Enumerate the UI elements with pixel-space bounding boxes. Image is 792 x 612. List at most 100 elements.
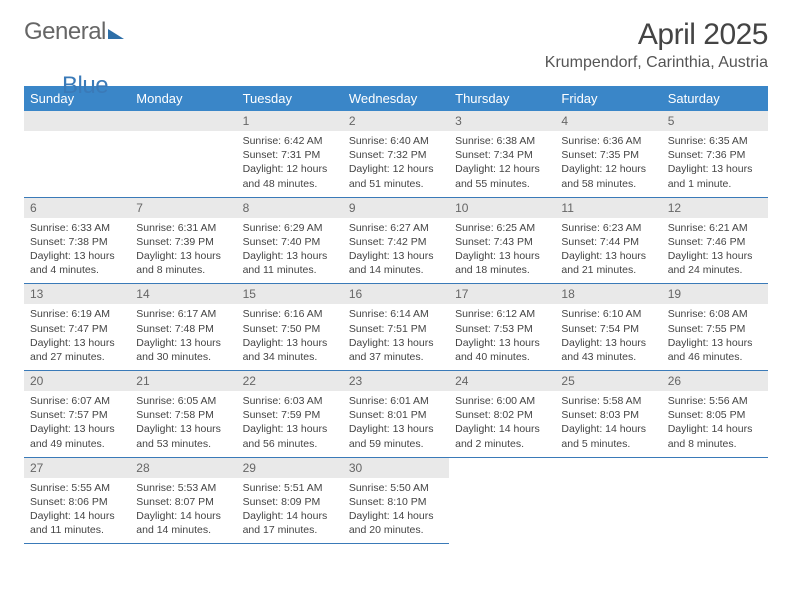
- calendar-cell: 27Sunrise: 5:55 AMSunset: 8:06 PMDayligh…: [24, 457, 130, 544]
- day-number: 7: [130, 198, 236, 218]
- calendar-cell-empty: [24, 111, 130, 197]
- day-number: 12: [662, 198, 768, 218]
- calendar-cell: 16Sunrise: 6:14 AMSunset: 7:51 PMDayligh…: [343, 284, 449, 371]
- day-details: Sunrise: 6:05 AMSunset: 7:58 PMDaylight:…: [130, 391, 236, 457]
- brand-logo: General: [24, 18, 124, 46]
- day-number: 5: [662, 111, 768, 131]
- day-number: 18: [555, 284, 661, 304]
- calendar-cell: 7Sunrise: 6:31 AMSunset: 7:39 PMDaylight…: [130, 197, 236, 284]
- day-number: 26: [662, 371, 768, 391]
- calendar-cell: 5Sunrise: 6:35 AMSunset: 7:36 PMDaylight…: [662, 111, 768, 197]
- calendar-cell: 4Sunrise: 6:36 AMSunset: 7:35 PMDaylight…: [555, 111, 661, 197]
- calendar-cell: 30Sunrise: 5:50 AMSunset: 8:10 PMDayligh…: [343, 457, 449, 544]
- day-number: 16: [343, 284, 449, 304]
- calendar-cell-blank: [662, 457, 768, 544]
- day-number: 9: [343, 198, 449, 218]
- day-details: Sunrise: 6:17 AMSunset: 7:48 PMDaylight:…: [130, 304, 236, 370]
- calendar-table: SundayMondayTuesdayWednesdayThursdayFrid…: [24, 86, 768, 544]
- day-details: Sunrise: 6:25 AMSunset: 7:43 PMDaylight:…: [449, 218, 555, 284]
- day-number: 21: [130, 371, 236, 391]
- day-details: Sunrise: 6:16 AMSunset: 7:50 PMDaylight:…: [237, 304, 343, 370]
- day-number: 14: [130, 284, 236, 304]
- day-number: 11: [555, 198, 661, 218]
- weekday-header: Saturday: [662, 86, 768, 111]
- day-number: 19: [662, 284, 768, 304]
- day-number: 22: [237, 371, 343, 391]
- day-number: 8: [237, 198, 343, 218]
- calendar-cell: 2Sunrise: 6:40 AMSunset: 7:32 PMDaylight…: [343, 111, 449, 197]
- calendar-cell: 6Sunrise: 6:33 AMSunset: 7:38 PMDaylight…: [24, 197, 130, 284]
- day-details: Sunrise: 6:35 AMSunset: 7:36 PMDaylight:…: [662, 131, 768, 197]
- day-details: Sunrise: 6:07 AMSunset: 7:57 PMDaylight:…: [24, 391, 130, 457]
- calendar-cell-blank: [555, 457, 661, 544]
- calendar-cell: 1Sunrise: 6:42 AMSunset: 7:31 PMDaylight…: [237, 111, 343, 197]
- day-number: 6: [24, 198, 130, 218]
- day-details: Sunrise: 6:31 AMSunset: 7:39 PMDaylight:…: [130, 218, 236, 284]
- calendar-cell: 28Sunrise: 5:53 AMSunset: 8:07 PMDayligh…: [130, 457, 236, 544]
- day-number: 13: [24, 284, 130, 304]
- day-number: 24: [449, 371, 555, 391]
- day-details: Sunrise: 5:51 AMSunset: 8:09 PMDaylight:…: [237, 478, 343, 544]
- day-details: Sunrise: 6:03 AMSunset: 7:59 PMDaylight:…: [237, 391, 343, 457]
- calendar-cell: 13Sunrise: 6:19 AMSunset: 7:47 PMDayligh…: [24, 284, 130, 371]
- day-details: Sunrise: 5:55 AMSunset: 8:06 PMDaylight:…: [24, 478, 130, 544]
- calendar-cell: 24Sunrise: 6:00 AMSunset: 8:02 PMDayligh…: [449, 371, 555, 458]
- page-header: General April 2025 Krumpendorf, Carinthi…: [24, 18, 768, 72]
- day-details: Sunrise: 5:56 AMSunset: 8:05 PMDaylight:…: [662, 391, 768, 457]
- calendar-cell: 29Sunrise: 5:51 AMSunset: 8:09 PMDayligh…: [237, 457, 343, 544]
- day-number: 28: [130, 458, 236, 478]
- day-details: Sunrise: 5:58 AMSunset: 8:03 PMDaylight:…: [555, 391, 661, 457]
- day-details: Sunrise: 5:50 AMSunset: 8:10 PMDaylight:…: [343, 478, 449, 544]
- calendar-cell: 9Sunrise: 6:27 AMSunset: 7:42 PMDaylight…: [343, 197, 449, 284]
- calendar-cell-empty: [130, 111, 236, 197]
- calendar-cell: 12Sunrise: 6:21 AMSunset: 7:46 PMDayligh…: [662, 197, 768, 284]
- calendar-cell: 14Sunrise: 6:17 AMSunset: 7:48 PMDayligh…: [130, 284, 236, 371]
- calendar-cell: 20Sunrise: 6:07 AMSunset: 7:57 PMDayligh…: [24, 371, 130, 458]
- day-number: 2: [343, 111, 449, 131]
- calendar-cell: 19Sunrise: 6:08 AMSunset: 7:55 PMDayligh…: [662, 284, 768, 371]
- calendar-cell-blank: [449, 457, 555, 544]
- calendar-cell: 8Sunrise: 6:29 AMSunset: 7:40 PMDaylight…: [237, 197, 343, 284]
- day-details: Sunrise: 6:08 AMSunset: 7:55 PMDaylight:…: [662, 304, 768, 370]
- day-number: 17: [449, 284, 555, 304]
- day-number: 4: [555, 111, 661, 131]
- day-number: 27: [24, 458, 130, 478]
- weekday-header: Tuesday: [237, 86, 343, 111]
- title-block: April 2025 Krumpendorf, Carinthia, Austr…: [545, 18, 768, 72]
- day-number: 25: [555, 371, 661, 391]
- weekday-header-row: SundayMondayTuesdayWednesdayThursdayFrid…: [24, 86, 768, 111]
- weekday-header: Wednesday: [343, 86, 449, 111]
- calendar-cell: 26Sunrise: 5:56 AMSunset: 8:05 PMDayligh…: [662, 371, 768, 458]
- location-subtitle: Krumpendorf, Carinthia, Austria: [545, 54, 768, 72]
- brand-part2: Blue: [62, 72, 108, 100]
- month-title: April 2025: [545, 18, 768, 52]
- day-details: Sunrise: 6:10 AMSunset: 7:54 PMDaylight:…: [555, 304, 661, 370]
- day-details: Sunrise: 5:53 AMSunset: 8:07 PMDaylight:…: [130, 478, 236, 544]
- day-details: Sunrise: 6:19 AMSunset: 7:47 PMDaylight:…: [24, 304, 130, 370]
- day-details: Sunrise: 6:36 AMSunset: 7:35 PMDaylight:…: [555, 131, 661, 197]
- calendar-cell: 22Sunrise: 6:03 AMSunset: 7:59 PMDayligh…: [237, 371, 343, 458]
- day-details: Sunrise: 6:21 AMSunset: 7:46 PMDaylight:…: [662, 218, 768, 284]
- weekday-header: Monday: [130, 86, 236, 111]
- calendar-cell: 18Sunrise: 6:10 AMSunset: 7:54 PMDayligh…: [555, 284, 661, 371]
- calendar-cell: 15Sunrise: 6:16 AMSunset: 7:50 PMDayligh…: [237, 284, 343, 371]
- day-details: Sunrise: 6:29 AMSunset: 7:40 PMDaylight:…: [237, 218, 343, 284]
- day-number: 1: [237, 111, 343, 131]
- day-details: Sunrise: 6:33 AMSunset: 7:38 PMDaylight:…: [24, 218, 130, 284]
- day-number: 3: [449, 111, 555, 131]
- day-details: Sunrise: 6:23 AMSunset: 7:44 PMDaylight:…: [555, 218, 661, 284]
- day-number: 20: [24, 371, 130, 391]
- brand-part1: General: [24, 18, 106, 46]
- weekday-header: Friday: [555, 86, 661, 111]
- calendar-cell: 21Sunrise: 6:05 AMSunset: 7:58 PMDayligh…: [130, 371, 236, 458]
- day-details: Sunrise: 6:12 AMSunset: 7:53 PMDaylight:…: [449, 304, 555, 370]
- day-number: 23: [343, 371, 449, 391]
- day-details: Sunrise: 6:14 AMSunset: 7:51 PMDaylight:…: [343, 304, 449, 370]
- day-details: Sunrise: 6:27 AMSunset: 7:42 PMDaylight:…: [343, 218, 449, 284]
- weekday-header: Thursday: [449, 86, 555, 111]
- calendar-cell: 11Sunrise: 6:23 AMSunset: 7:44 PMDayligh…: [555, 197, 661, 284]
- brand-triangle-icon: [108, 29, 124, 39]
- calendar-cell: 3Sunrise: 6:38 AMSunset: 7:34 PMDaylight…: [449, 111, 555, 197]
- day-details: Sunrise: 6:38 AMSunset: 7:34 PMDaylight:…: [449, 131, 555, 197]
- calendar-cell: 25Sunrise: 5:58 AMSunset: 8:03 PMDayligh…: [555, 371, 661, 458]
